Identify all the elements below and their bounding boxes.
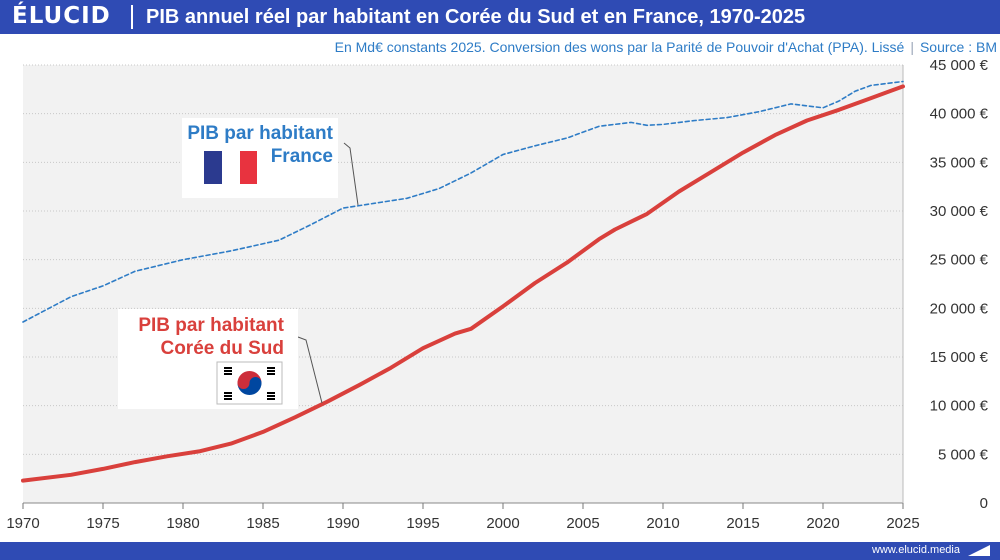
- south-korea-flag-icon: [216, 361, 283, 405]
- decade-band: [663, 65, 823, 503]
- y-tick-label: 35 000 €: [930, 154, 989, 171]
- y-tick-label: 25 000 €: [930, 252, 989, 269]
- y-tick-label: 0: [980, 495, 988, 512]
- line-chart: 0 5 000 € 10 000 € 15 000 € 20 000 € 25 000 €…: [6, 57, 988, 532]
- y-tick-label: 5 000 €: [938, 446, 989, 463]
- y-tick-label: 40 000 €: [930, 106, 989, 123]
- footer-bar: www.elucid.media: [0, 542, 1000, 560]
- x-tick-label: 1975: [86, 515, 119, 532]
- series-line-korea: [21, 84, 905, 483]
- korea-label-line1: PIB par habitant: [138, 315, 284, 336]
- x-tick-label: 1990: [326, 515, 359, 532]
- x-tick-label: 1980: [166, 515, 199, 532]
- x-tick-label: 1970: [6, 515, 39, 532]
- header-separator: [131, 5, 133, 29]
- france-flag-icon: [204, 151, 257, 184]
- page-title: PIB annuel réel par habitant en Corée du…: [146, 6, 806, 28]
- y-tick-label: 10 000 €: [930, 398, 989, 415]
- y-tick-label: 15 000 €: [930, 349, 989, 366]
- y-tick-label: 20 000 €: [930, 300, 989, 317]
- chart-subtitle: En Md€ constants 2025. Conversion des wo…: [0, 39, 997, 55]
- elucid-mark-icon: [968, 545, 990, 556]
- x-tick-label: 1995: [406, 515, 439, 532]
- y-tick-label: 45 000 €: [930, 57, 989, 74]
- france-label-line2: France: [271, 146, 333, 167]
- x-tick-label: 2015: [726, 515, 759, 532]
- series-annotations: PIB par habitant France PIB par habitant…: [118, 118, 359, 409]
- y-tick-label: 30 000 €: [930, 203, 989, 220]
- korea-label-line2: Corée du Sud: [160, 338, 284, 359]
- subtitle-separator: |: [910, 39, 914, 55]
- x-tick-label: 2010: [646, 515, 679, 532]
- decade-band: [823, 65, 903, 503]
- x-tick-label: 2000: [486, 515, 519, 532]
- korea-label-leader: [297, 336, 323, 404]
- series-line-france: [22, 80, 904, 323]
- background-bands: [23, 65, 903, 503]
- x-tick-label: 2025: [886, 515, 919, 532]
- france-label-line1: PIB par habitant: [187, 123, 333, 144]
- decade-band: [503, 65, 663, 503]
- decade-band: [343, 65, 503, 503]
- header-bar: ÉLUCID PIB annuel réel par habitant en C…: [0, 0, 1000, 34]
- x-tick-label: 2005: [566, 515, 599, 532]
- series-lines: [21, 80, 905, 483]
- source-text: Source : BM: [919, 39, 997, 55]
- footer-url[interactable]: www.elucid.media: [871, 544, 960, 556]
- france-label-leader: [343, 142, 359, 206]
- decade-band: [23, 65, 183, 503]
- logo: ÉLUCID: [12, 3, 111, 29]
- grid-lines: [22, 64, 904, 509]
- subtitle-text: En Md€ constants 2025. Conversion des wo…: [334, 39, 905, 55]
- tick-labels: 0 5 000 € 10 000 € 15 000 € 20 000 € 25 000 €…: [6, 57, 988, 532]
- x-tick-label: 1985: [246, 515, 279, 532]
- x-tick-label: 2020: [806, 515, 839, 532]
